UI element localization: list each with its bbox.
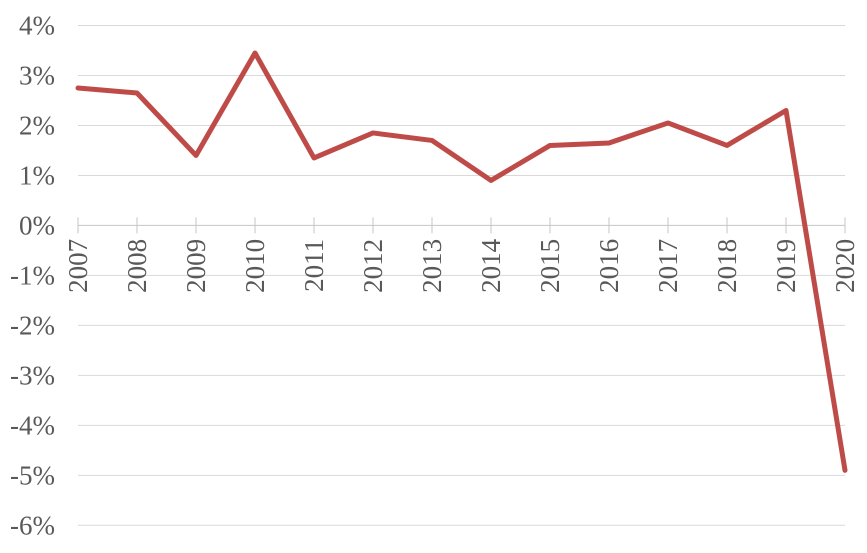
x-axis-tick-label: 2017	[653, 239, 683, 293]
y-axis-tick-label: 1%	[19, 161, 55, 191]
y-axis-tick-label: -1%	[10, 261, 55, 291]
x-axis-tick-label: 2010	[240, 239, 270, 293]
data-series-line	[75, 50, 848, 473]
x-axis-tick-label: 2007	[63, 239, 93, 293]
x-axis-tick-label: 2018	[712, 239, 742, 293]
y-axis-tick-label: 0%	[19, 211, 55, 241]
y-axis-tick-label: -5%	[10, 461, 55, 491]
x-axis-tick-label: 2011	[299, 239, 329, 292]
x-axis-tick-label: 2008	[122, 239, 152, 293]
y-axis-tick-label: -2%	[10, 311, 55, 341]
x-axis-tick-label: 2012	[358, 239, 388, 293]
y-axis-tick-label: 4%	[19, 11, 55, 41]
y-axis-tick-label: -3%	[10, 361, 55, 391]
x-axis-tick-label: 2016	[594, 239, 624, 293]
x-axis-tick-label: 2019	[771, 239, 801, 293]
y-axis-tick-label: -6%	[10, 510, 55, 540]
y-axis-tick-label: 2%	[19, 111, 55, 141]
x-axis-tick-label: 2015	[535, 239, 565, 293]
y-axis-tick-label: 3%	[19, 61, 55, 91]
x-axis-tick-label: 2014	[476, 238, 506, 292]
x-axis-tick-label: 2009	[181, 239, 211, 293]
x-axis-tick-label: 2013	[417, 239, 447, 293]
y-axis-tick-label: -4%	[10, 411, 55, 441]
x-axis-tick-label: 2020	[830, 239, 860, 293]
